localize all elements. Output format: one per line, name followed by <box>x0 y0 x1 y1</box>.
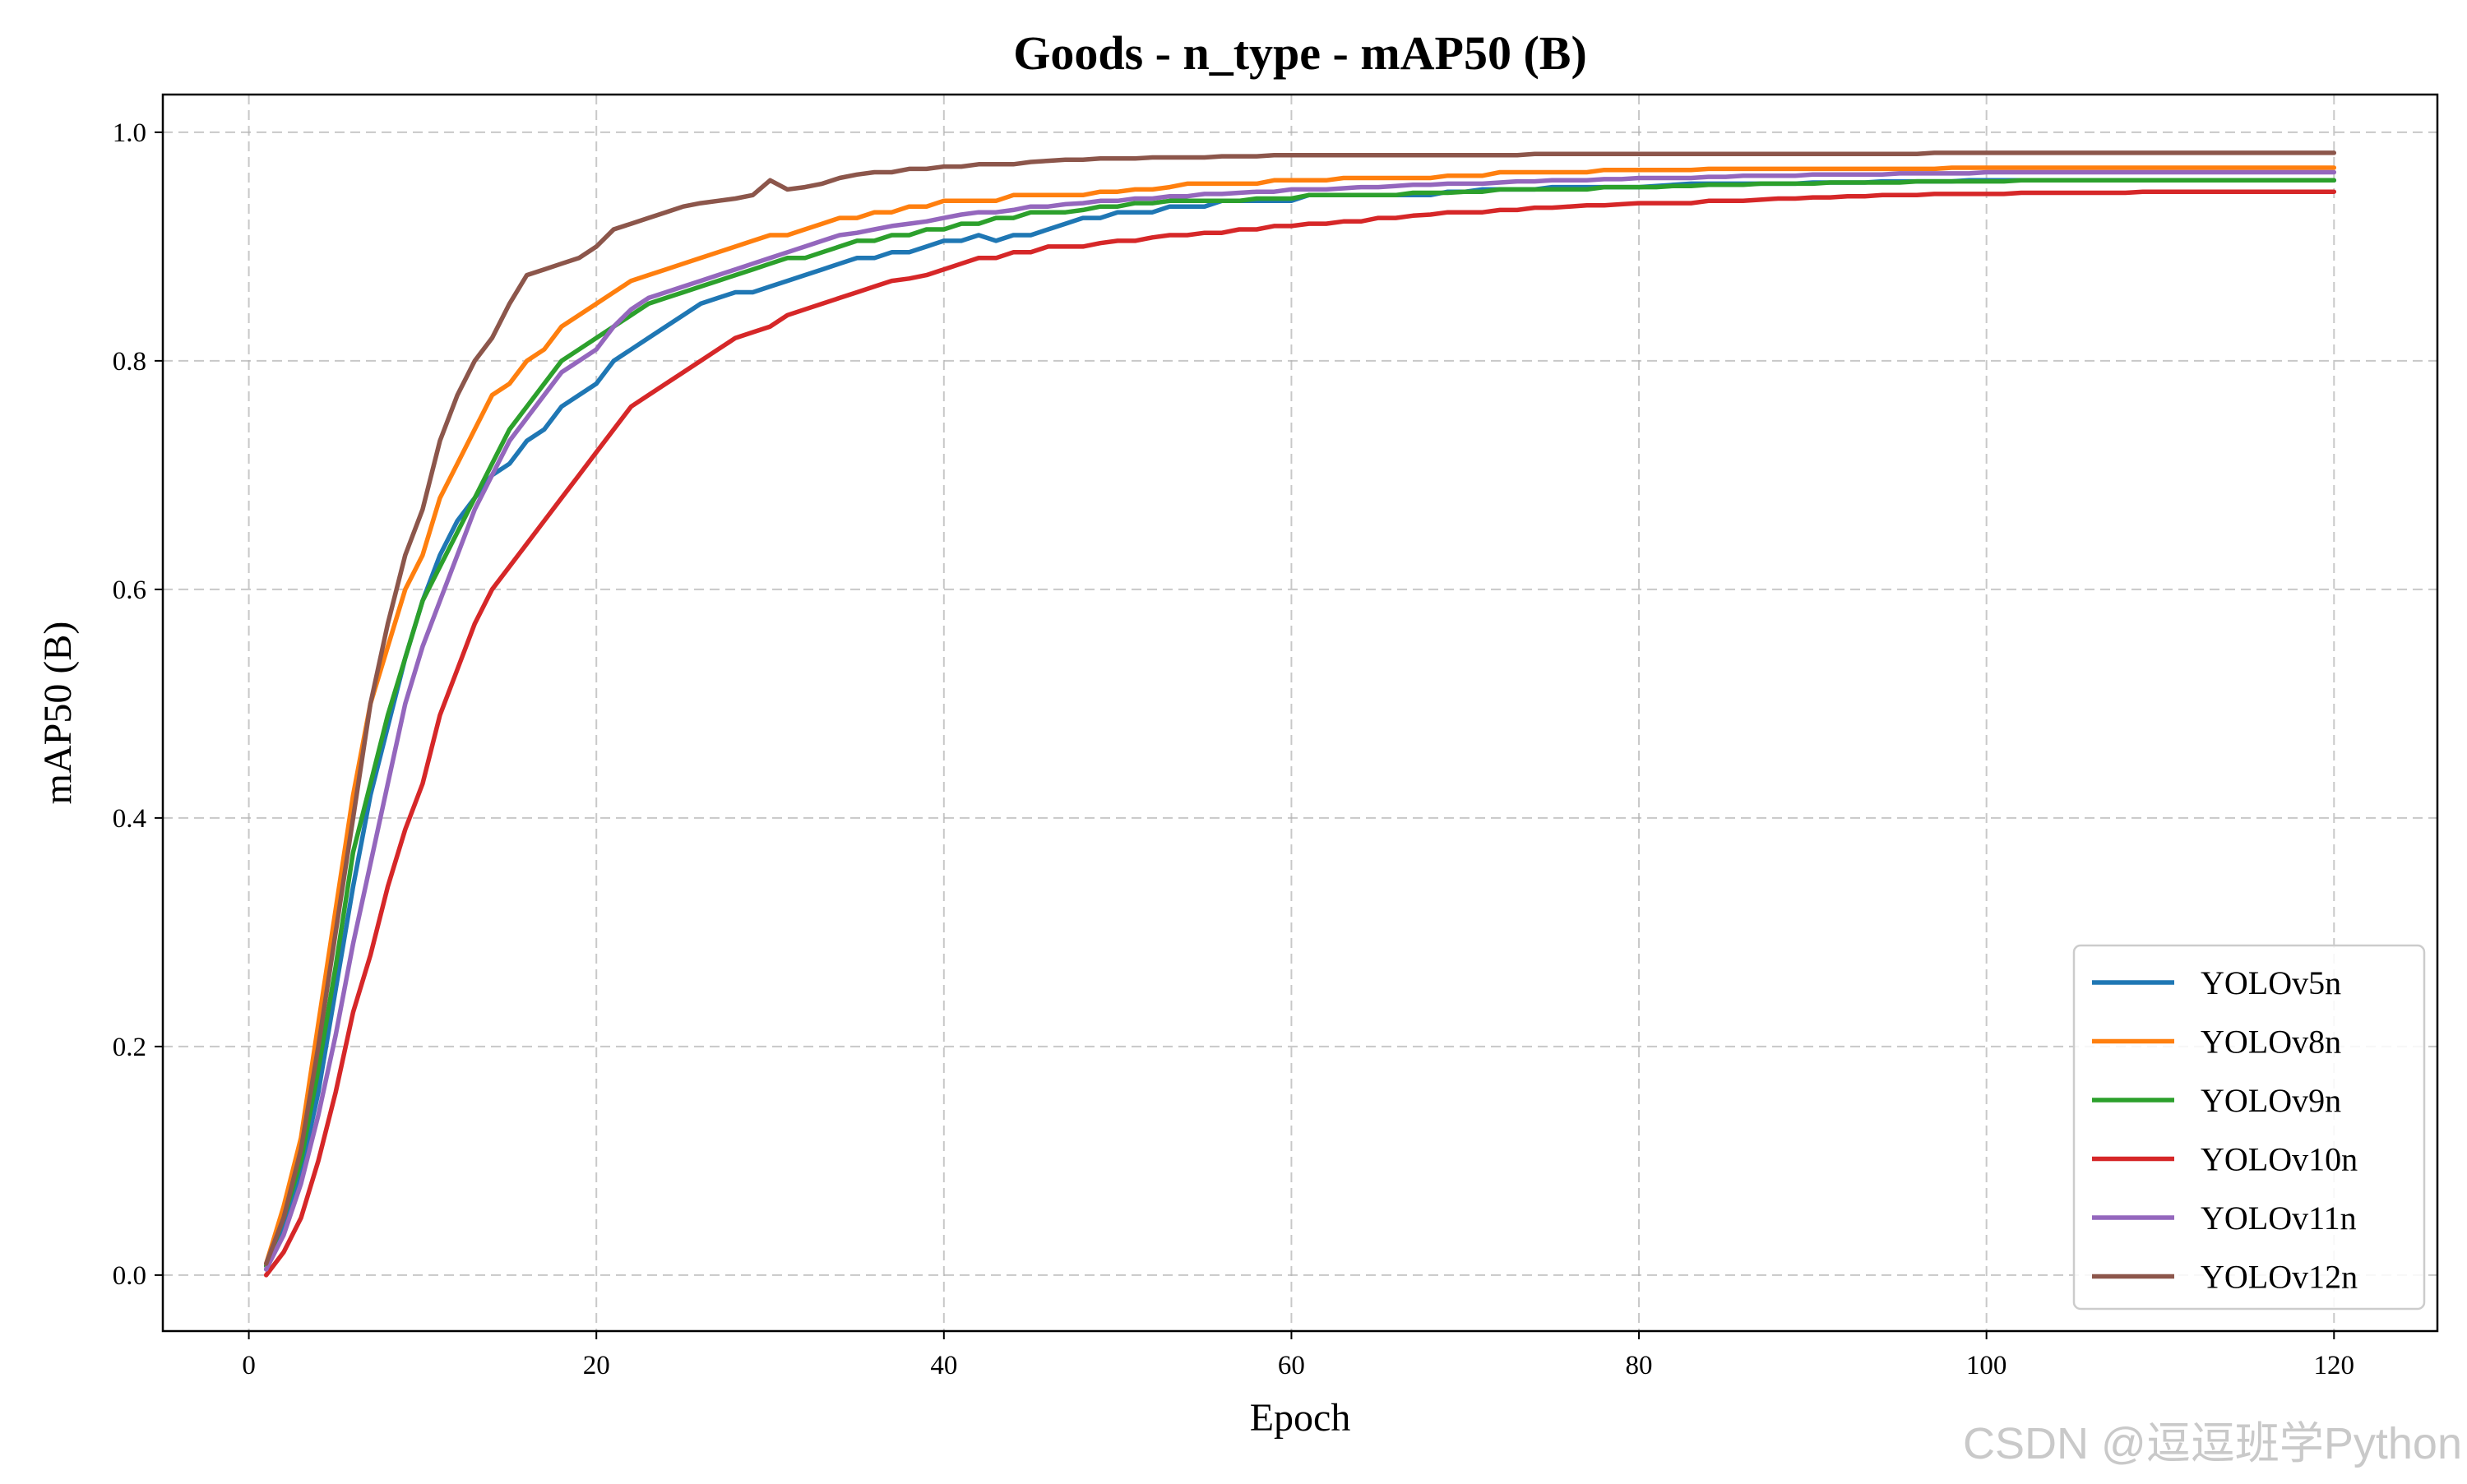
x-tick-label: 80 <box>1626 1351 1653 1380</box>
watermark-text: CSDN @逗逗班学Python <box>1963 1419 2462 1468</box>
y-axis-label: mAP50 (B) <box>36 622 80 805</box>
x-tick-label: 40 <box>930 1351 957 1380</box>
grid <box>163 95 2437 1331</box>
y-tick-label: 0.6 <box>113 576 146 605</box>
legend-label-yolov8n: YOLOv8n <box>2201 1024 2341 1061</box>
x-tick-label: 20 <box>583 1351 610 1380</box>
legend: YOLOv5n YOLOv8n YOLOv9n YOLOv10n YOLOv11n YOL… <box>2072 944 2426 1311</box>
axis-ticks: 0 20 40 60 80 100 120 0.0 0.2 0.4 0.6 0.8 1.0 <box>113 118 2354 1380</box>
x-tick-label: 0 <box>242 1351 256 1380</box>
x-tick-label: 60 <box>1278 1351 1305 1380</box>
y-tick-label: 0.8 <box>113 347 146 377</box>
series-line-yolov12n <box>263 150 2337 1266</box>
chart-title: Goods - n_type - mAP50 (B) <box>1013 26 1587 80</box>
y-tick-label: 0.2 <box>113 1033 146 1062</box>
series-line-yolov11n <box>263 169 2337 1272</box>
legend-label-yolov5n: YOLOv5n <box>2201 964 2341 1001</box>
legend-label-yolov11n: YOLOv11n <box>2201 1200 2357 1237</box>
x-axis-label: Epoch <box>1250 1396 1351 1440</box>
legend-label-yolov10n: YOLOv10n <box>2201 1141 2358 1178</box>
plot-frame <box>161 93 2439 1333</box>
x-tick-label: 100 <box>1966 1351 2007 1380</box>
legend-label-yolov12n: YOLOv12n <box>2201 1259 2358 1296</box>
series-lines <box>263 150 2337 1278</box>
y-tick-label: 0.4 <box>113 804 146 834</box>
y-tick-label: 1.0 <box>113 118 146 148</box>
y-tick-label: 0.0 <box>113 1261 146 1291</box>
x-tick-label: 120 <box>2314 1351 2355 1380</box>
series-line-yolov10n <box>263 189 2337 1278</box>
series-line-yolov8n <box>263 165 2337 1266</box>
legend-label-yolov9n: YOLOv9n <box>2201 1082 2341 1119</box>
